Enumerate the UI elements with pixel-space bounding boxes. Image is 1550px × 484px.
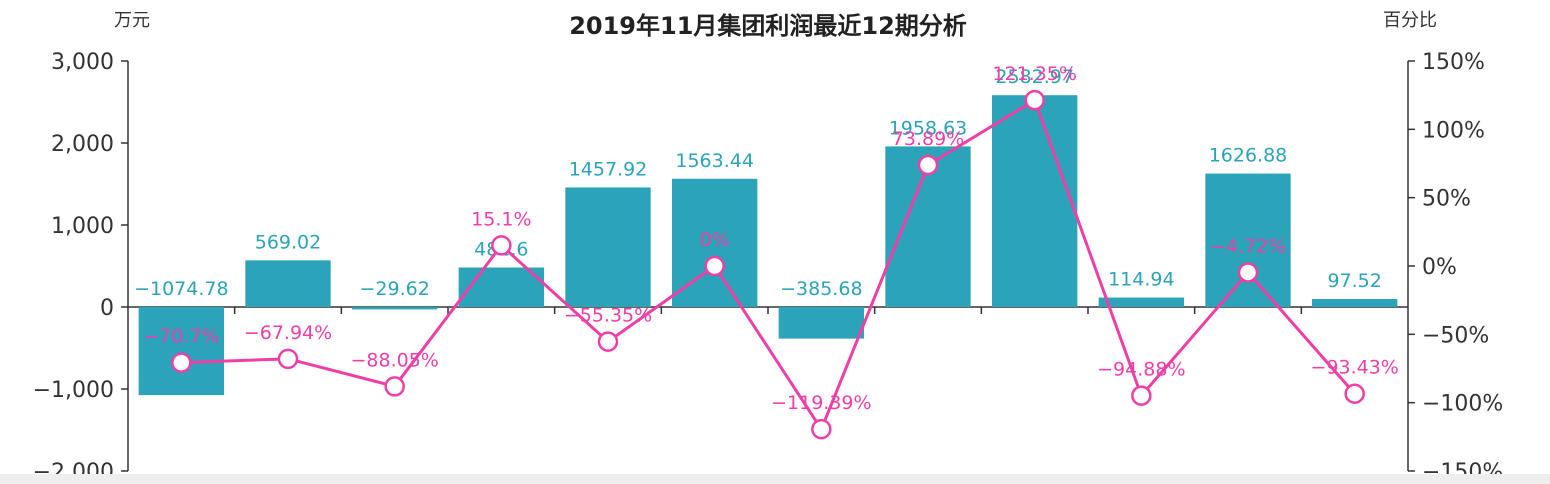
- bar-data-label: 1457.92: [569, 158, 648, 180]
- line-data-label: −88.05%: [350, 349, 438, 371]
- bar: [138, 307, 224, 396]
- line-labels: −70.7% −67.94% −88.05% 15.1% −55.35% 0% −119.3…: [143, 63, 1399, 414]
- bar: [458, 267, 544, 307]
- line-path: [181, 98, 1356, 431]
- bar: [992, 95, 1078, 307]
- line-point: [917, 154, 939, 176]
- left-axis-tick-label: −1,000: [33, 378, 114, 403]
- bar: [565, 187, 651, 307]
- bar: [245, 260, 331, 307]
- right-axis-tick-label: −100%: [1422, 392, 1503, 417]
- line-point: [1131, 385, 1152, 406]
- bar-labels: −1074.78569.02−29.62481.61457.921563.44−…: [134, 66, 1382, 300]
- line-point: [1237, 262, 1259, 283]
- left-axis-unit: 万元: [114, 10, 150, 31]
- right-axis-tick-label: 0%: [1422, 255, 1457, 280]
- line-data-label: 15.1%: [471, 208, 531, 230]
- bar-data-label: −29.62: [360, 278, 430, 300]
- right-axis-unit: 百分比: [1383, 10, 1437, 31]
- line-data-label: −94.88%: [1097, 359, 1185, 381]
- bar-data-label: 114.94: [1108, 269, 1174, 291]
- bar-data-label: 1958.63: [889, 117, 968, 139]
- line-data-label: 73.89%: [892, 128, 964, 150]
- line-point: [491, 235, 512, 256]
- bar: [352, 307, 438, 310]
- line-data-label: 0%: [700, 229, 730, 251]
- line-point: [597, 331, 619, 352]
- bar: [1205, 173, 1291, 307]
- chart-title: 2019年11月集团利润最近12期分析: [569, 12, 967, 40]
- line-data-label: −70.7%: [143, 326, 219, 348]
- right-axis-tick-label: 150%: [1422, 50, 1485, 75]
- left-axis-tick-label: 2,000: [51, 132, 114, 157]
- bar-data-label: −385.68: [780, 278, 862, 300]
- bottom-band: [0, 474, 1550, 484]
- line-point: [811, 418, 832, 440]
- left-axis-tick-label: 0: [100, 296, 114, 321]
- left-axis-tick-label: 3,000: [51, 50, 114, 75]
- line-point: [704, 255, 725, 277]
- line-series: [171, 89, 1365, 440]
- line-data-label: −67.94%: [244, 322, 332, 344]
- left-axis-tick-label: 1,000: [51, 214, 114, 239]
- bar: [1312, 299, 1398, 307]
- bar-data-label: 2582.97: [995, 66, 1074, 88]
- bar-data-label: 1563.44: [675, 150, 754, 172]
- bar: [1098, 297, 1184, 307]
- line-point: [1344, 383, 1365, 404]
- line-point: [171, 352, 192, 373]
- line-point: [384, 376, 405, 397]
- bar-data-label: −1074.78: [134, 278, 229, 300]
- right-axis-tick-label: −50%: [1422, 323, 1489, 348]
- right-axis-tick-label: 100%: [1422, 118, 1485, 143]
- bar: [778, 307, 864, 339]
- right-axis-tick-label: 50%: [1422, 187, 1471, 212]
- line-data-label: −93.43%: [1310, 357, 1398, 379]
- bar-data-label: 569.02: [255, 231, 321, 253]
- line-point: [277, 348, 299, 370]
- bar-data-label: 97.52: [1327, 270, 1381, 292]
- line-data-label: 121.35%: [992, 63, 1077, 85]
- line-point: [1024, 89, 1045, 111]
- line-data-label: −119.39%: [771, 392, 871, 414]
- bar-data-label: 1626.88: [1209, 145, 1288, 167]
- line-data-label: −4.72%: [1210, 235, 1286, 257]
- line-data-label: −55.35%: [564, 305, 652, 327]
